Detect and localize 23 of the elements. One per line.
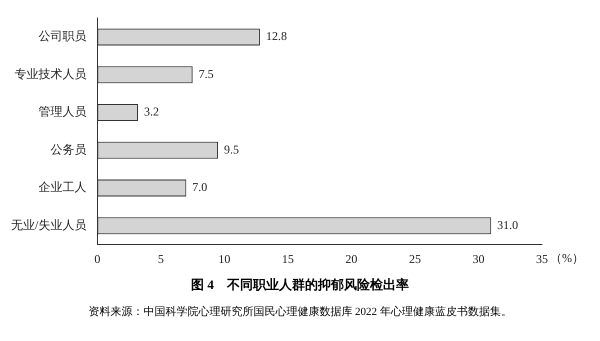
x-tick-label: 10 bbox=[218, 252, 230, 266]
data-label: 7.5 bbox=[198, 66, 214, 81]
x-tick-label: 5 bbox=[158, 252, 164, 266]
y-tick-label: 管理人员 bbox=[38, 104, 86, 119]
x-tick-label: 35 bbox=[536, 252, 548, 266]
data-label: 31.0 bbox=[497, 218, 518, 232]
x-axis-title: （%） bbox=[550, 250, 584, 265]
x-tick-label: 30 bbox=[472, 252, 484, 266]
x-tick-label: 20 bbox=[345, 252, 358, 266]
x-tick-label: 25 bbox=[408, 252, 421, 266]
y-tick-label: 公司职员 bbox=[38, 29, 86, 44]
text: 图 4 不同职业人群的抑郁风险检出率 bbox=[190, 276, 410, 294]
y-tick-label: 专业技术人员 bbox=[14, 66, 86, 81]
data-label: 7.0 bbox=[192, 180, 208, 194]
y-tick-label: 公务员 bbox=[50, 142, 86, 156]
text: 资料来源：中国科学院心理研究所国民心理健康数据库 2022 年心理健康蓝皮书数据集。 bbox=[87, 304, 513, 319]
y-tick-label: 无业/失业人员 bbox=[10, 218, 86, 232]
x-tick-label: 0 bbox=[94, 252, 100, 266]
y-tick-label: 企业工人 bbox=[38, 180, 86, 194]
data-label: 12.8 bbox=[266, 29, 287, 44]
data-label: 9.5 bbox=[224, 142, 240, 156]
x-tick-label: 15 bbox=[282, 252, 294, 266]
data-label: 3.2 bbox=[144, 104, 159, 119]
